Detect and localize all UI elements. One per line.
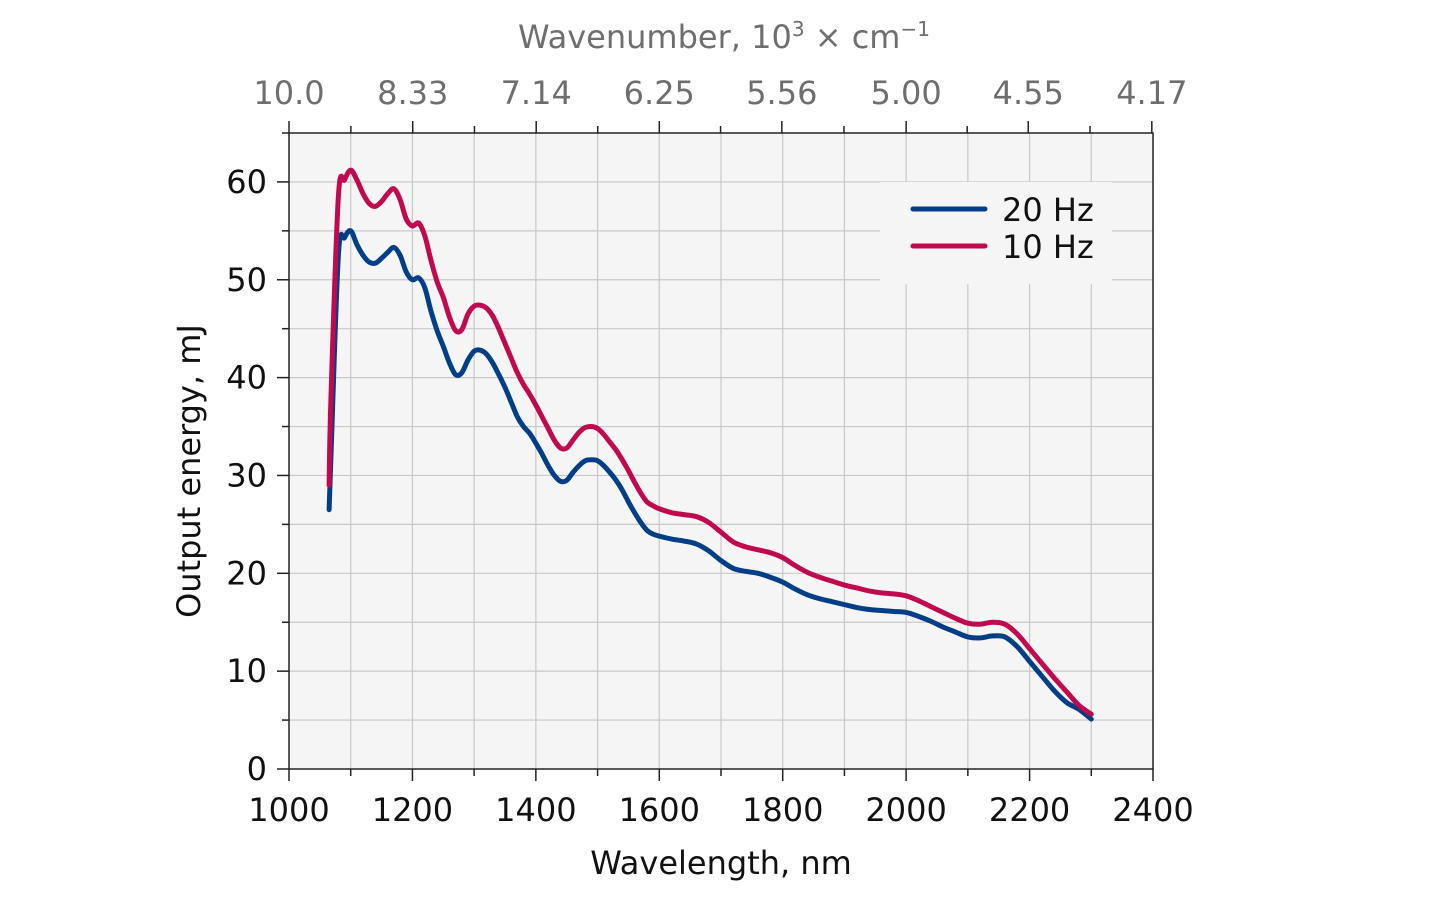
y-tick-label: 20 — [226, 554, 267, 592]
top-tick-label: 7.14 — [501, 74, 572, 112]
x-tick-label: 1600 — [619, 791, 700, 829]
series-line-20-hz — [326, 228, 1094, 722]
legend-box — [880, 182, 1112, 284]
x-tick-label: 2400 — [1112, 791, 1193, 829]
legend: 20 Hz 10 Hz — [880, 182, 1112, 284]
y-tick-label: 50 — [226, 261, 267, 299]
top-tick-label: 5.00 — [871, 74, 942, 112]
y-axis-title: Output energy, mJ — [170, 324, 208, 618]
x-tick-label: 2000 — [865, 791, 946, 829]
grid-lines — [289, 133, 1153, 769]
x-axis-title: Wavelength, nm — [590, 844, 852, 882]
y-tick-label: 0 — [247, 750, 267, 788]
y-tick-label: 10 — [226, 652, 267, 690]
y-tick-label: 40 — [226, 359, 267, 397]
top-axis-title: Wavenumber, 103 × cm−1 — [518, 17, 930, 56]
x-tick-label: 2200 — [989, 791, 1070, 829]
axis-ticks — [277, 121, 1154, 781]
x-tick-label: 1800 — [742, 791, 823, 829]
legend-label-10hz: 10 Hz — [1002, 228, 1094, 266]
y-tick-label: 30 — [226, 456, 267, 494]
top-tick-label: 5.56 — [746, 74, 817, 112]
x-tick-label: 1200 — [372, 791, 453, 829]
top-tick-label: 10.0 — [253, 74, 324, 112]
tick-labels: 1000 1200 1400 1600 1800 2000 2200 2400 0 10 20 30 4… — [226, 74, 1193, 829]
y-tick-label: 60 — [226, 163, 267, 201]
top-tick-label: 4.17 — [1116, 74, 1187, 112]
x-tick-label: 1400 — [495, 791, 576, 829]
top-tick-label: 6.25 — [624, 74, 695, 112]
x-tick-label: 1000 — [248, 791, 329, 829]
series-line-10-hz — [326, 167, 1094, 717]
top-tick-label: 4.55 — [993, 74, 1064, 112]
top-axis-title-mid: × cm — [805, 18, 901, 56]
top-axis-title-exponent: 3 — [792, 17, 805, 41]
top-axis-title-prefix: Wavenumber, 10 — [518, 18, 792, 56]
top-axis-title-unit-exponent: −1 — [900, 17, 929, 41]
series-lines — [326, 167, 1094, 722]
top-tick-label: 8.33 — [377, 74, 448, 112]
legend-label-20hz: 20 Hz — [1002, 191, 1094, 229]
